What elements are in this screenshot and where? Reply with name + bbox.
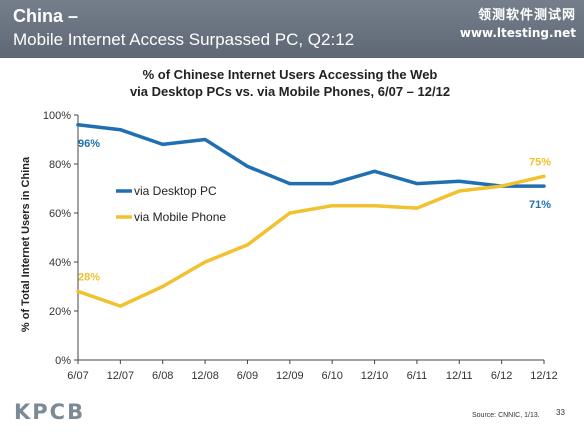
mobile-phone-series-line bbox=[76, 174, 546, 308]
watermark: 领测软件测试网 www.ltesting.net bbox=[460, 4, 576, 40]
x-tick-label: 12/09 bbox=[276, 370, 304, 382]
watermark-url: www.ltesting.net bbox=[459, 26, 576, 40]
x-tick-label: 6/07 bbox=[67, 370, 88, 382]
chart-title-line-2: via Desktop PCs vs. via Mobile Phones, 6… bbox=[129, 84, 451, 99]
mobile-end-label: 75% bbox=[529, 156, 551, 168]
slide-subtitle: Mobile Internet Access Surpassed PC, Q2:… bbox=[13, 30, 355, 49]
y-tick-label: 40% bbox=[49, 257, 71, 269]
x-tick-label: 6/08 bbox=[152, 370, 173, 382]
x-tick-label: 6/09 bbox=[237, 370, 258, 382]
page-number: 33 bbox=[556, 408, 565, 417]
slide-title: China – bbox=[13, 6, 79, 26]
kpcb-logo: KPCB bbox=[14, 400, 86, 424]
x-tick-label: 6/12 bbox=[491, 370, 512, 382]
chart-title: % of Chinese Internet Users Accessing th… bbox=[80, 66, 500, 100]
x-tick-label: 12/08 bbox=[191, 370, 219, 382]
y-tick-label: 100% bbox=[43, 110, 71, 122]
desktop-start-label: 96% bbox=[78, 138, 100, 150]
chart-title-line-1: % of Chinese Internet Users Accessing th… bbox=[142, 67, 438, 82]
x-tick-label: 12/07 bbox=[107, 370, 135, 382]
y-axis-label: % of Total Internet Users in China bbox=[20, 156, 32, 332]
x-tick-label: 6/10 bbox=[321, 370, 342, 382]
watermark-chinese-text: 领测软件测试网 bbox=[477, 8, 576, 23]
x-tick-label: 12/10 bbox=[361, 370, 389, 382]
source-note: Source: CNNIC, 1/13. bbox=[472, 412, 540, 419]
mobile-start-label: 28% bbox=[78, 271, 100, 283]
y-tick-label: 20% bbox=[49, 306, 71, 318]
y-tick-label: 60% bbox=[49, 208, 71, 220]
x-tick-label: 12/11 bbox=[446, 370, 473, 382]
x-tick-label: 12/12 bbox=[530, 370, 558, 382]
legend-desktop-label: via Desktop PC bbox=[134, 184, 217, 198]
slide-header: China – Mobile Internet Access Surpassed… bbox=[0, 0, 584, 58]
y-tick-label: 80% bbox=[49, 159, 71, 171]
legend-mobile-label: via Mobile Phone bbox=[134, 210, 226, 224]
desktop-end-label: 71% bbox=[529, 199, 551, 211]
desktop-pc-series-line bbox=[76, 123, 546, 188]
y-tick-label: 0% bbox=[55, 355, 71, 367]
x-tick-label: 6/11 bbox=[407, 370, 428, 382]
